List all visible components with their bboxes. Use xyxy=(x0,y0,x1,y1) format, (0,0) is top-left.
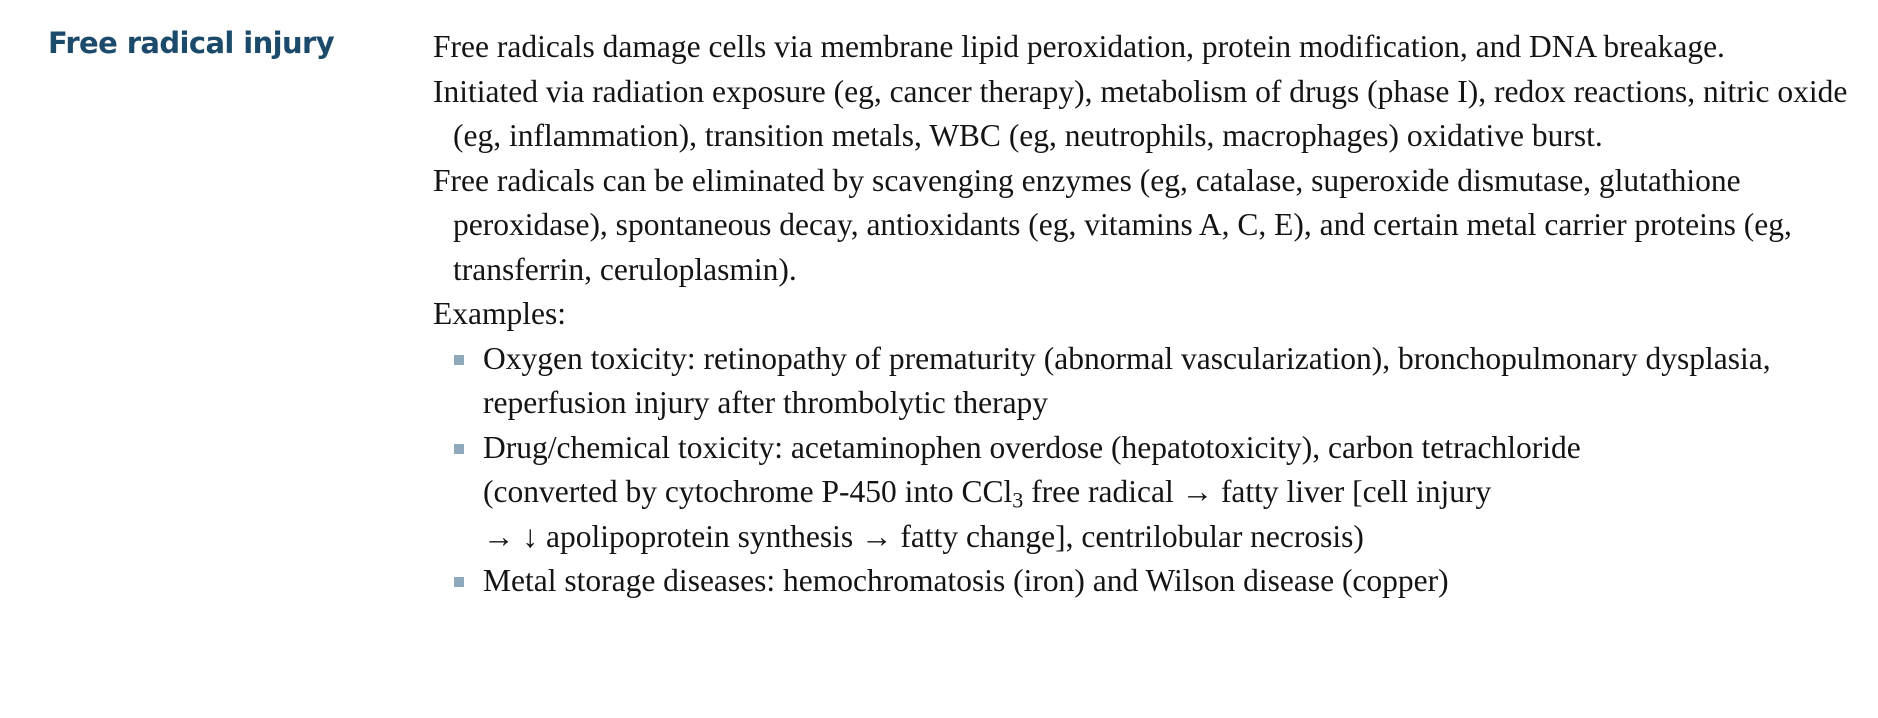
examples-label: Examples: xyxy=(433,296,566,331)
section-heading: Free radical injury xyxy=(48,26,335,60)
list-item: Metal storage diseases: hemochromatosis … xyxy=(433,559,1873,604)
paragraph-elimination: Free radicals can be eliminated by scave… xyxy=(433,162,1792,287)
section-body: Free radicals damage cells via membrane … xyxy=(433,25,1873,604)
examples-list: Oxygen toxicity: retinopathy of prematur… xyxy=(433,337,1873,604)
example-drug-toxicity-line3: → ↓ apolipoprotein synthesis → fatty cha… xyxy=(483,518,1364,554)
list-item: Drug/chemical toxicity: acetaminophen ov… xyxy=(433,426,1873,560)
bullet-square-icon xyxy=(454,443,464,454)
example-drug-toxicity-line1: Drug/chemical toxicity: acetaminophen ov… xyxy=(483,429,1581,465)
bullet-square-icon xyxy=(454,577,464,587)
paragraph-initiation: Initiated via radiation exposure (eg, ca… xyxy=(433,73,1848,154)
paragraph-damage: Free radicals damage cells via membrane … xyxy=(433,29,1725,64)
example-metal-storage: Metal storage diseases: hemochromatosis … xyxy=(483,563,1449,598)
example-drug-toxicity-line2: (converted by cytochrome P-450 into CCl3… xyxy=(483,474,1492,513)
list-item: Oxygen toxicity: retinopathy of prematur… xyxy=(433,337,1873,426)
example-oxygen-toxicity: Oxygen toxicity: retinopathy of prematur… xyxy=(483,340,1771,421)
bullet-square-icon xyxy=(454,354,464,365)
